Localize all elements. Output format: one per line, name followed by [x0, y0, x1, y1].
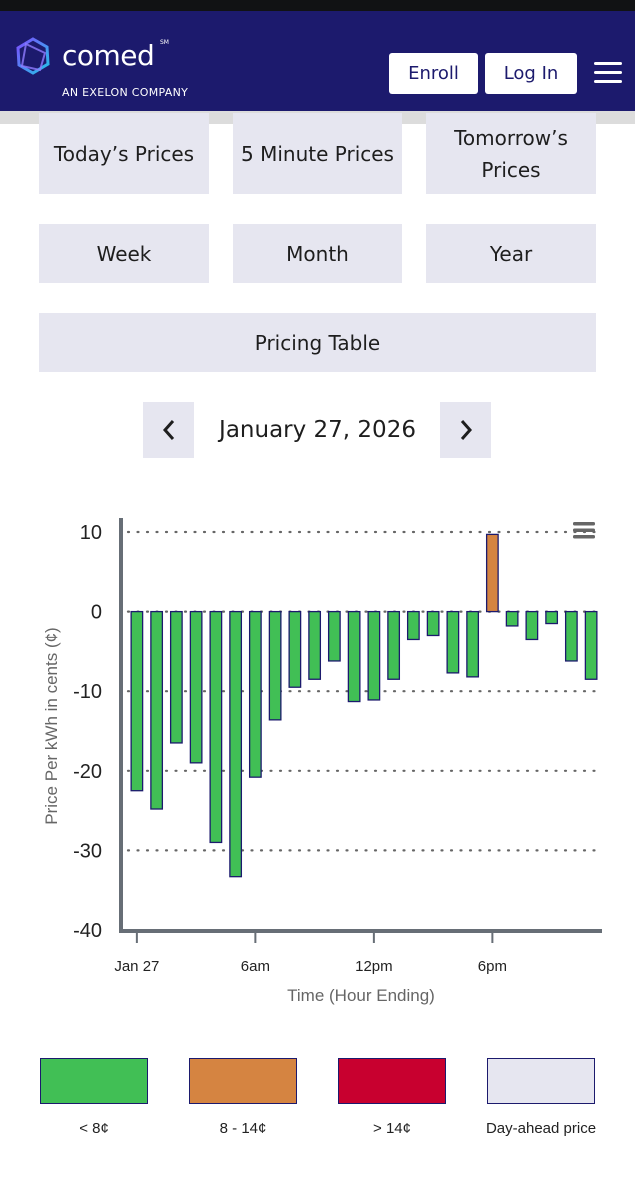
login-button[interactable]: Log In	[485, 53, 577, 94]
chart-gridlines	[126, 530, 604, 852]
legend-label-high: > 14¢	[373, 1120, 411, 1137]
selected-date: January 27, 2026	[219, 417, 416, 443]
legend-swatch-mid	[189, 1058, 297, 1104]
legend-swatch-low	[40, 1058, 148, 1104]
week-button[interactable]: Week	[39, 224, 209, 283]
price-bar-hour-6[interactable]	[229, 610, 243, 878]
legend-label-low: < 8¢	[79, 1120, 109, 1137]
comed-logo-icon[interactable]	[12, 35, 54, 77]
price-bar-hour-11[interactable]	[327, 610, 341, 662]
todays-prices-button[interactable]: Today’s Prices	[39, 113, 209, 194]
x-tick-label: 6pm	[478, 958, 507, 975]
enroll-button[interactable]: Enroll	[389, 53, 478, 94]
price-bar-hour-9[interactable]	[288, 610, 302, 688]
tomorrows-prices-button[interactable]: Tomorrow’s Prices	[426, 113, 596, 194]
site-header: comed SM AN EXELON COMPANY Enroll Log In	[0, 11, 635, 111]
year-button[interactable]: Year	[426, 224, 596, 283]
legend-swatch-high	[338, 1058, 446, 1104]
chevron-right-icon	[460, 420, 472, 440]
chart-bars	[130, 533, 598, 878]
x-tick-label: 12pm	[355, 958, 393, 975]
price-bar-hour-19[interactable]	[485, 533, 499, 613]
brand-service-mark: SM	[160, 39, 169, 46]
price-bar-hour-14[interactable]	[387, 610, 401, 680]
price-bar-hour-18[interactable]	[466, 610, 480, 678]
brand-tagline: AN EXELON COMPANY	[62, 86, 189, 99]
x-tick-label: 6am	[241, 958, 270, 975]
y-tick-label: -40	[73, 920, 102, 942]
previous-day-button[interactable]	[143, 402, 194, 458]
next-day-button[interactable]	[440, 402, 491, 458]
price-bar-hour-2[interactable]	[150, 610, 164, 810]
price-bar-hour-20[interactable]	[505, 610, 519, 627]
price-bar-hour-17[interactable]	[446, 610, 460, 674]
y-axis-tick-labels: 10 0 -10 -20 -30 -40	[73, 522, 102, 942]
menu-icon[interactable]	[594, 62, 622, 84]
price-bar-hour-3[interactable]	[169, 610, 183, 744]
y-tick-label: -30	[73, 840, 102, 862]
y-axis-label: Price Per kWh in cents (¢)	[42, 627, 61, 824]
y-tick-label: 0	[91, 602, 102, 624]
status-bar	[0, 0, 635, 11]
price-bar-hour-15[interactable]	[406, 610, 420, 641]
price-bar-hour-16[interactable]	[426, 610, 440, 637]
legend-label-day-ahead: Day-ahead price	[485, 1120, 597, 1137]
price-bar-hour-8[interactable]	[268, 610, 282, 721]
price-bar-hour-23[interactable]	[564, 610, 578, 662]
price-bar-hour-1[interactable]	[130, 610, 144, 792]
price-bar-hour-21[interactable]	[525, 610, 539, 641]
tomorrows-prices-label-line2: Prices	[481, 157, 541, 182]
price-bar-hour-10[interactable]	[308, 610, 322, 680]
price-bar-hour-7[interactable]	[248, 610, 262, 778]
five-minute-prices-button[interactable]: 5 Minute Prices	[233, 113, 402, 194]
y-tick-label: -10	[73, 681, 102, 703]
x-axis-ticks: Jan 27 6am 12pm 6pm	[114, 932, 507, 975]
price-bar-hour-12[interactable]	[347, 610, 361, 703]
y-tick-label: 10	[80, 522, 102, 544]
brand-name[interactable]: comed	[62, 39, 155, 72]
legend-label-mid: 8 - 14¢	[219, 1120, 267, 1137]
x-tick-label: Jan 27	[114, 958, 159, 975]
tomorrows-prices-label-line1: Tomorrow’s	[454, 125, 568, 150]
month-button[interactable]: Month	[233, 224, 402, 283]
legend-swatch-day-ahead	[487, 1058, 595, 1104]
price-bar-hour-24[interactable]	[584, 610, 598, 680]
price-bar-hour-4[interactable]	[189, 610, 203, 764]
chart-menu-icon[interactable]	[573, 522, 595, 539]
y-tick-label: -20	[73, 761, 102, 783]
price-bar-hour-5[interactable]	[209, 610, 223, 844]
price-bar-hour-22[interactable]	[545, 610, 559, 625]
chevron-left-icon	[162, 420, 174, 440]
x-axis-label: Time (Hour Ending)	[287, 986, 435, 1005]
pricing-table-button[interactable]: Pricing Table	[39, 313, 596, 372]
price-bar-hour-13[interactable]	[367, 610, 381, 701]
